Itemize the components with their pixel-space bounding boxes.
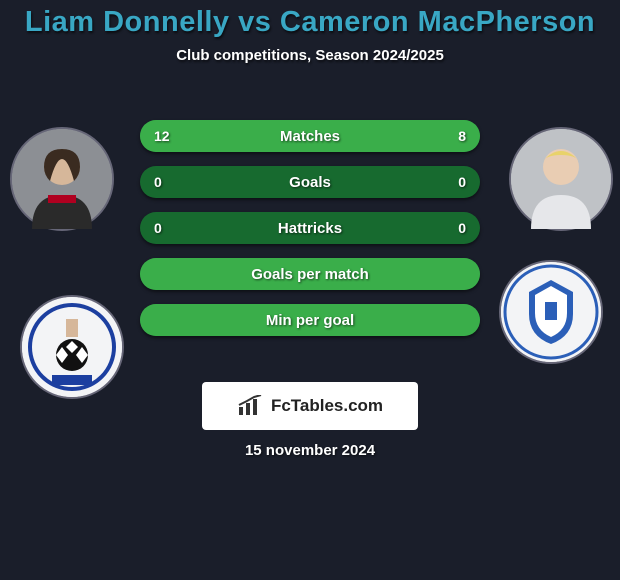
card-date: 15 november 2024 xyxy=(0,442,620,459)
stat-label: Min per goal xyxy=(140,304,480,336)
stat-label: Matches xyxy=(140,120,480,152)
stat-row: Goals per match xyxy=(140,258,480,290)
stat-row: 00Hattricks xyxy=(140,212,480,244)
brand-badge: FcTables.com xyxy=(202,382,418,430)
stat-row: Min per goal xyxy=(140,304,480,336)
stat-bars: 128Matches 00Goals 00Hattricks Goals per ma… xyxy=(140,120,480,350)
stat-label: Goals xyxy=(140,166,480,198)
brand-text: FcTables.com xyxy=(271,396,383,416)
comparison-card: Liam Donnelly vs Cameron MacPherson Club… xyxy=(0,0,620,580)
person-icon xyxy=(511,129,611,229)
page-title: Liam Donnelly vs Cameron MacPherson xyxy=(0,0,620,39)
stat-row: 00Goals xyxy=(140,166,480,198)
player-right-avatar xyxy=(509,127,613,231)
player-left-avatar xyxy=(10,127,114,231)
player-right-crest xyxy=(499,260,603,364)
club-crest-icon xyxy=(501,262,601,362)
chart-icon xyxy=(237,395,265,417)
stat-label: Hattricks xyxy=(140,212,480,244)
player-left-crest xyxy=(20,295,124,399)
club-crest-icon xyxy=(22,297,122,397)
stat-label: Goals per match xyxy=(140,258,480,290)
page-subtitle: Club competitions, Season 2024/2025 xyxy=(0,47,620,64)
person-icon xyxy=(12,129,112,229)
stat-row: 128Matches xyxy=(140,120,480,152)
